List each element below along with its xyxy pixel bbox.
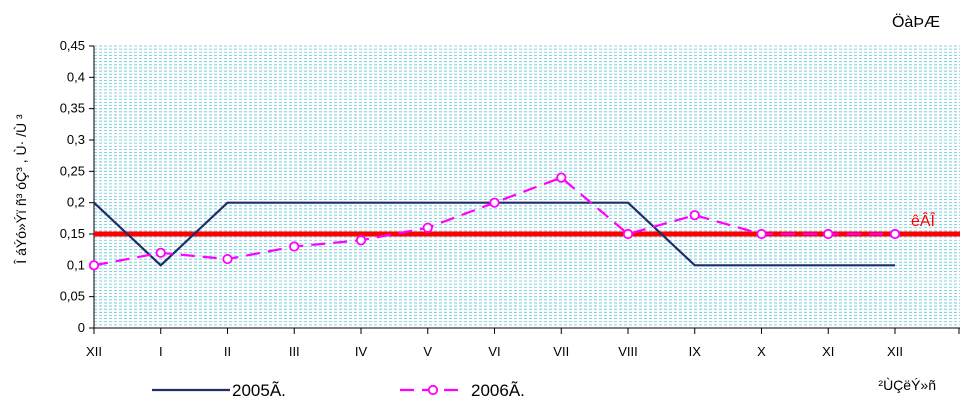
x-tick-label: IV: [355, 344, 368, 359]
legend: 2005Ã. 2006Ã.: [152, 381, 525, 400]
y-tick-label: 0,2: [67, 195, 85, 210]
data-point: [355, 235, 367, 246]
x-axis-title: ²ÙÇëÝ»ñ: [878, 377, 936, 393]
x-tick-label: V: [423, 344, 432, 359]
x-tick-label: VIII: [618, 344, 638, 359]
data-point: [222, 253, 233, 265]
y-axis-title: Î áÝó»Ýï ñ³ óÇ³ , Ù· /Ù ³: [13, 114, 29, 265]
y-tick-label: 0,3: [67, 132, 85, 147]
chart-title: ÖàÞÆ: [892, 13, 940, 31]
legend-marker: [427, 384, 439, 396]
data-point: [889, 228, 901, 240]
data-point: [88, 260, 100, 271]
data-point: [622, 228, 634, 240]
x-tick-label: VI: [488, 344, 500, 359]
y-tick-label: 0,1: [67, 257, 85, 272]
y-tick-label: 0,15: [60, 226, 85, 241]
series-layer: [88, 172, 901, 271]
x-tick-label: XI: [822, 344, 834, 359]
data-point: [756, 228, 767, 240]
data-point: [422, 222, 433, 233]
x-tick-label: II: [224, 344, 231, 359]
y-tick-label: 0,4: [67, 69, 85, 84]
data-point: [556, 172, 567, 183]
y-tick-label: 0,45: [60, 38, 85, 53]
data-point: [289, 241, 300, 252]
grid-layer: [94, 45, 960, 326]
y-tick-label: 0,25: [60, 163, 85, 178]
y-tick-label: 0,05: [60, 289, 85, 304]
x-tick-label: XII: [887, 344, 903, 359]
x-tick-label: IX: [689, 344, 702, 359]
axis-layer: [89, 45, 960, 334]
data-point: [489, 197, 500, 208]
x-tick-label: VII: [553, 344, 569, 359]
legend-label-1: 2005Ã.: [232, 381, 286, 400]
data-point: [155, 247, 166, 258]
data-point: [689, 210, 700, 221]
legend-label-2: 2006Ã.: [471, 381, 525, 400]
x-tick-label: XII: [86, 344, 102, 359]
x-tick-label: III: [289, 344, 300, 359]
y-tick-label: 0: [78, 320, 85, 335]
x-tick-label: X: [757, 344, 766, 359]
x-tick-label: I: [159, 344, 163, 359]
y-tick-label: 0,35: [60, 101, 85, 116]
data-point: [823, 228, 834, 240]
reference-line-label: êÂÎ: [911, 211, 936, 230]
